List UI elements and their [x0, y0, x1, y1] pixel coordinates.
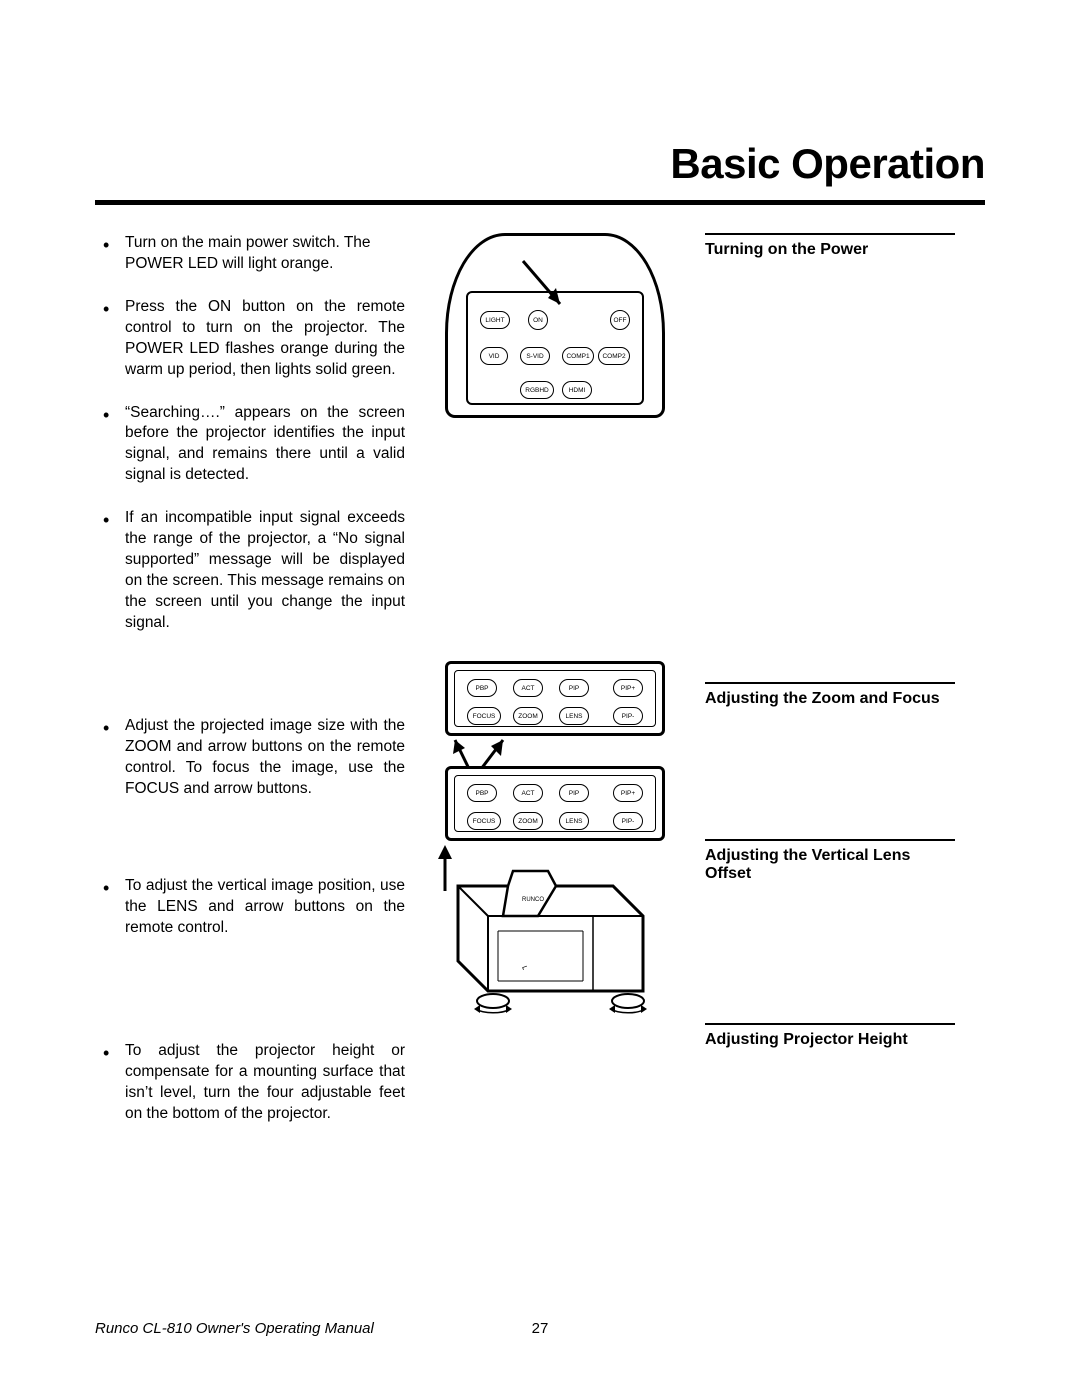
btn-pipp: PIP+ — [613, 679, 643, 697]
btn-light: LIGHT — [480, 311, 510, 329]
bullet-power-3: “Searching….” appears on the screen befo… — [95, 403, 405, 487]
btn-off: OFF — [610, 310, 630, 330]
btn-zoom: ZOOM — [513, 707, 543, 725]
btn-vid: VID — [480, 347, 508, 365]
projector-diagram: RUNCO ⌐ — [438, 861, 673, 1021]
bullet-power-1: Turn on the main power switch. The POWER… — [95, 233, 405, 275]
footer: Runco CL-810 Owner's Operating Manual 27 — [95, 1320, 985, 1337]
btn-svid: S-VID — [520, 347, 550, 365]
content-columns: Turn on the main power switch. The POWER… — [95, 233, 985, 1147]
left-column: Turn on the main power switch. The POWER… — [95, 233, 405, 1147]
btn-pip2: PIP — [559, 784, 589, 802]
btn-hdmi: HDMI — [562, 381, 592, 399]
btn-comp1: COMP1 — [562, 347, 594, 365]
btn-rgbhd: RGBHD — [520, 381, 554, 399]
btn-pipm2: PIP- — [613, 812, 643, 830]
footer-manual-title: Runco CL-810 Owner's Operating Manual — [95, 1320, 374, 1337]
heading-height: Adjusting Projector Height — [705, 1023, 955, 1049]
arrow-on-icon — [518, 256, 578, 316]
footer-page-number: 27 — [532, 1320, 549, 1337]
btn-pipp2: PIP+ — [613, 784, 643, 802]
heading-zoom: Adjusting the Zoom and Focus — [705, 682, 955, 708]
remote-top-diagram: LIGHT ON OFF VID S-VID COMP1 COMP2 RGBHD… — [445, 233, 665, 418]
btn-pipm: PIP- — [613, 707, 643, 725]
bullet-power-4: If an incompatible input signal exceeds … — [95, 508, 405, 634]
page-title: Basic Operation — [95, 140, 985, 188]
remote-lens-diagram: PBP ACT PIP PIP+ FOCUS ZOOM LENS PIP- — [445, 766, 665, 841]
middle-column: LIGHT ON OFF VID S-VID COMP1 COMP2 RGBHD… — [425, 233, 685, 1147]
right-column: Turning on the Power Adjusting the Zoom … — [705, 233, 955, 1147]
bullet-zoom-1: Adjust the projected image size with the… — [95, 716, 405, 800]
btn-lens2: LENS — [559, 812, 589, 830]
bullet-lens-1: To adjust the vertical image position, u… — [95, 876, 405, 939]
remote-zoom-diagram: PBP ACT PIP PIP+ FOCUS ZOOM LENS PIP- — [445, 661, 665, 736]
btn-comp2: COMP2 — [598, 347, 630, 365]
bullet-power-2: Press the ON button on the remote contro… — [95, 297, 405, 381]
btn-act: ACT — [513, 679, 543, 697]
heading-lens: Adjusting the Vertical Lens Offset — [705, 839, 955, 883]
title-rule — [95, 200, 985, 205]
btn-focus: FOCUS — [467, 707, 501, 725]
bullet-height-1: To adjust the projector height or compen… — [95, 1041, 405, 1125]
projector-logo: RUNCO — [522, 897, 544, 903]
heading-power: Turning on the Power — [705, 233, 955, 259]
btn-focus2: FOCUS — [467, 812, 501, 830]
btn-lens: LENS — [559, 707, 589, 725]
btn-pbp: PBP — [467, 679, 497, 697]
btn-zoom2: ZOOM — [513, 812, 543, 830]
btn-pbp2: PBP — [467, 784, 497, 802]
btn-act2: ACT — [513, 784, 543, 802]
btn-pip: PIP — [559, 679, 589, 697]
